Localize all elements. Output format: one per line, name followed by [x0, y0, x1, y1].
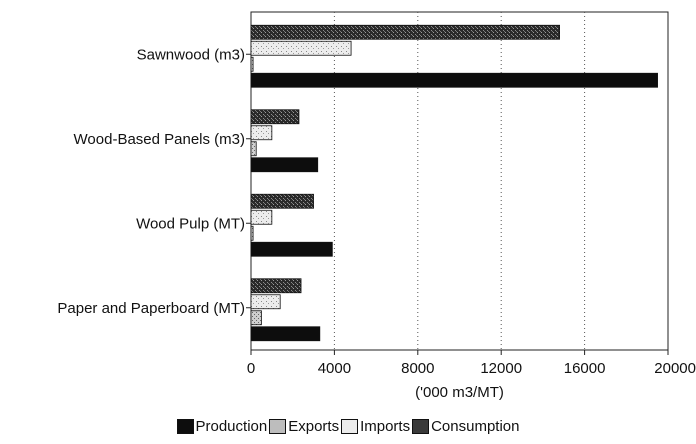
bar-wood-based-panels-consumption [250, 109, 300, 125]
y-tick-label-paper-and-paperboard: Paper and Paperboard (MT) [57, 300, 245, 317]
bar-wood-based-panels-imports [250, 125, 273, 141]
y-tick-label-wood-based-panels: Wood-Based Panels (m3) [74, 131, 245, 148]
x-axis-title: ('000 m3/MT) [415, 384, 504, 401]
x-tick-label: 0 [247, 360, 255, 377]
bar-sawnwood-consumption [250, 24, 560, 40]
bar-sawnwood-production [250, 72, 658, 88]
legend-swatch-consumption [412, 419, 430, 434]
bar-wood-pulp-production [250, 241, 333, 257]
legend-item-consumption: Consumption [412, 418, 519, 435]
legend-label-production: Production [195, 418, 268, 435]
bar-paper-and-paperboard-imports [250, 294, 281, 310]
legend-item-production: Production [176, 418, 268, 435]
bar-paper-and-paperboard-production [250, 326, 321, 342]
legend-label-exports: Exports [288, 418, 340, 435]
bar-wood-based-panels-exports [250, 141, 257, 157]
legend-item-imports: Imports [341, 418, 410, 435]
y-tick-label-sawnwood: Sawnwood (m3) [137, 46, 245, 63]
legend-swatch-imports [341, 419, 359, 434]
legend: Production Exports Imports Consumption [0, 418, 696, 435]
legend-item-exports: Exports [269, 418, 339, 435]
bar-sawnwood-exports [250, 56, 254, 72]
legend-swatch-production [176, 419, 194, 434]
bar-sawnwood-imports [250, 40, 352, 56]
legend-label-imports: Imports [360, 418, 411, 435]
bar-paper-and-paperboard-exports [250, 310, 262, 326]
bar-wood-pulp-consumption [250, 193, 314, 209]
bar-wood-pulp-imports [250, 209, 273, 225]
x-tick-label: 8000 [401, 360, 434, 377]
x-tick-label: 12000 [480, 360, 522, 377]
bar-wood-pulp-exports [250, 225, 254, 241]
x-tick-label: 16000 [564, 360, 606, 377]
bar-wood-based-panels-production [250, 157, 319, 173]
legend-swatch-exports [269, 419, 287, 434]
legend-label-consumption: Consumption [431, 418, 520, 435]
x-tick-label: 20000 [654, 360, 696, 377]
bar-paper-and-paperboard-consumption [250, 278, 302, 294]
plot-area [250, 11, 669, 351]
x-tick-label: 4000 [318, 360, 351, 377]
y-tick-label-wood-pulp: Wood Pulp (MT) [136, 215, 245, 232]
